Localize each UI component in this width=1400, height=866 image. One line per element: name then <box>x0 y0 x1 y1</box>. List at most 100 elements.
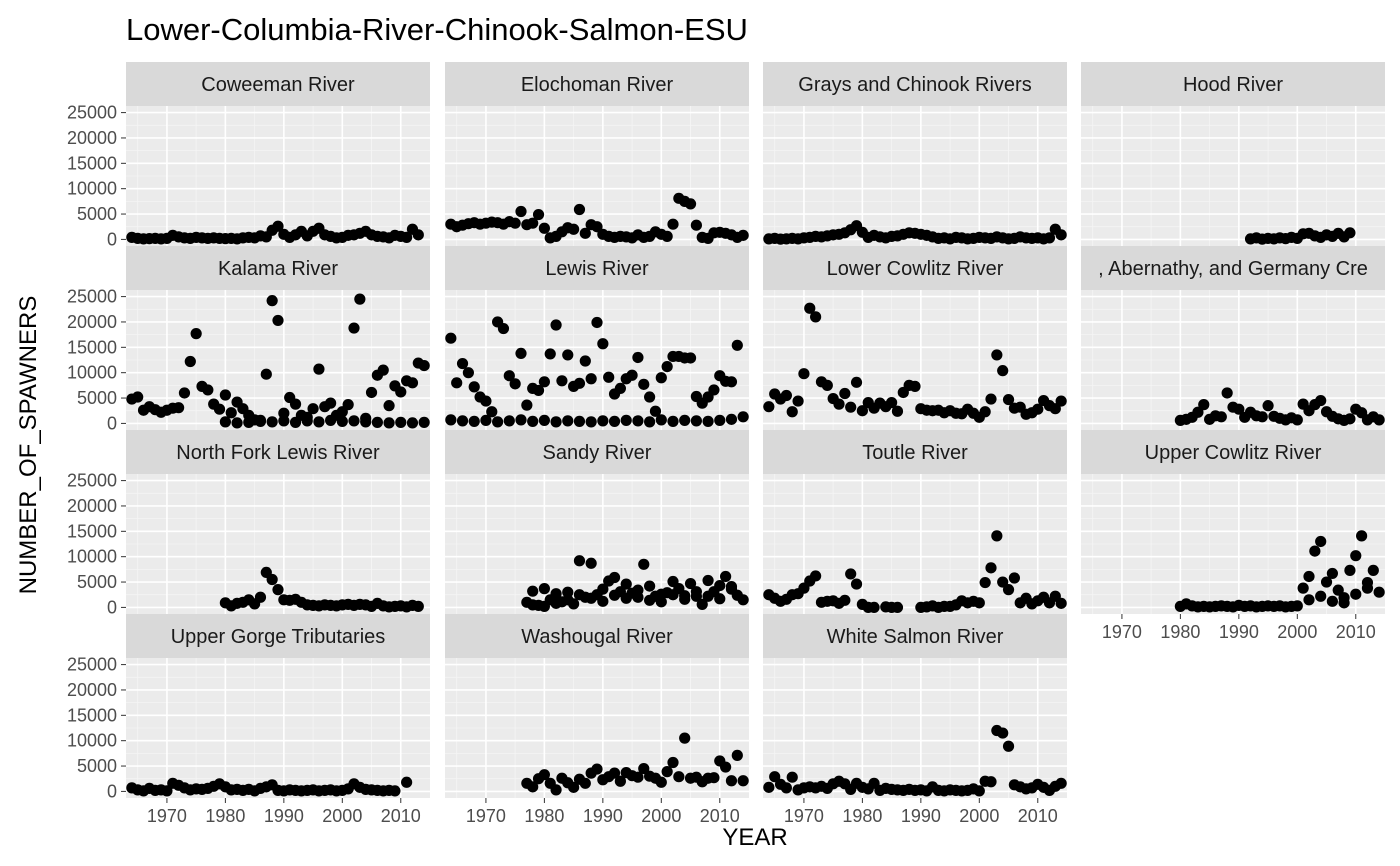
data-point <box>515 205 527 218</box>
data-point <box>763 781 775 793</box>
data-point <box>383 400 395 412</box>
data-point <box>418 416 430 428</box>
data-point <box>289 416 302 428</box>
data-point <box>395 386 407 398</box>
facet-panel: Lower Cowlitz River <box>763 246 1067 430</box>
data-point <box>667 218 679 230</box>
facet-strip <box>126 246 430 290</box>
data-point <box>1215 411 1227 423</box>
data-point <box>856 405 868 417</box>
data-point <box>1326 567 1338 580</box>
data-point <box>184 355 196 368</box>
data-point <box>638 378 650 390</box>
y-tick-label: 5000 <box>77 572 117 592</box>
data-point <box>562 415 574 427</box>
data-point <box>1332 584 1344 596</box>
data-point <box>527 599 539 611</box>
y-tick-label: 20000 <box>67 312 117 332</box>
y-tick-label: 0 <box>107 781 117 801</box>
facet-strip <box>445 246 749 290</box>
data-point <box>173 402 185 414</box>
facet-strip-label: Kalama River <box>218 258 338 280</box>
data-point <box>365 386 378 399</box>
facet-strip-label: , Abernathy, and Germany Cre <box>1098 258 1368 280</box>
facet-panel: Elochoman River <box>445 62 749 246</box>
data-point <box>845 568 857 580</box>
data-point <box>451 377 463 389</box>
data-point <box>679 732 691 744</box>
data-point <box>614 382 626 395</box>
data-point <box>401 231 413 243</box>
data-point <box>632 591 644 603</box>
data-point <box>538 600 550 612</box>
chart-title: Lower-Columbia-River-Chinook-Salmon-ESU <box>126 12 748 47</box>
data-point <box>614 775 626 787</box>
data-point <box>213 403 226 415</box>
data-point <box>480 414 492 426</box>
data-point <box>202 384 214 396</box>
facet-panel: White Salmon River 1970 1980 1990 2000 2010 <box>763 614 1067 826</box>
data-point <box>1043 232 1056 244</box>
data-point <box>638 558 650 570</box>
data-point <box>979 406 991 418</box>
data-point <box>1256 411 1268 423</box>
data-point <box>313 363 325 375</box>
data-point <box>219 416 231 428</box>
facet-panel: Lewis River <box>445 246 749 430</box>
data-point <box>997 576 1009 588</box>
data-point <box>1344 413 1356 425</box>
data-point <box>792 395 804 407</box>
data-point <box>644 391 656 403</box>
data-point <box>786 771 798 783</box>
data-point <box>1008 572 1020 584</box>
data-point <box>1055 395 1067 407</box>
data-point <box>725 581 738 593</box>
data-point <box>406 417 419 429</box>
data-point <box>527 781 539 793</box>
data-point <box>769 771 781 783</box>
data-point <box>1049 403 1061 415</box>
data-point <box>231 417 243 429</box>
data-point <box>690 219 702 231</box>
x-tick-label: 1980 <box>842 806 882 826</box>
data-point <box>401 776 413 788</box>
data-point <box>620 578 632 590</box>
data-point <box>702 590 714 602</box>
data-point <box>839 594 851 606</box>
data-point <box>597 415 609 427</box>
data-point <box>1221 387 1233 399</box>
y-tick-label: 15000 <box>67 705 117 725</box>
data-point <box>272 584 284 596</box>
data-point <box>412 229 424 241</box>
data-point <box>325 414 337 426</box>
facet-strip <box>126 430 430 474</box>
data-point <box>1309 545 1321 557</box>
data-point <box>585 592 597 604</box>
data-point <box>538 769 550 781</box>
data-point <box>266 573 278 586</box>
x-tick-label: 1990 <box>1219 622 1259 642</box>
data-point <box>720 570 732 583</box>
data-point <box>667 589 679 601</box>
data-point <box>603 371 615 383</box>
data-point <box>1373 414 1385 426</box>
facet-strip <box>445 430 749 474</box>
data-point <box>632 415 644 427</box>
data-point <box>550 588 562 600</box>
data-point <box>1361 582 1374 594</box>
data-point <box>1233 403 1245 415</box>
facet-strip <box>1081 62 1385 106</box>
data-point <box>608 415 621 427</box>
data-point <box>260 368 272 380</box>
data-point <box>780 782 792 794</box>
data-point <box>272 314 284 327</box>
data-point <box>1303 570 1315 583</box>
data-point <box>585 416 597 428</box>
data-point <box>690 415 702 427</box>
y-tick-label: 15000 <box>67 521 117 541</box>
data-point <box>456 415 469 427</box>
data-point <box>509 217 521 229</box>
data-point <box>973 597 985 609</box>
data-point <box>556 375 568 387</box>
data-point <box>348 322 360 334</box>
